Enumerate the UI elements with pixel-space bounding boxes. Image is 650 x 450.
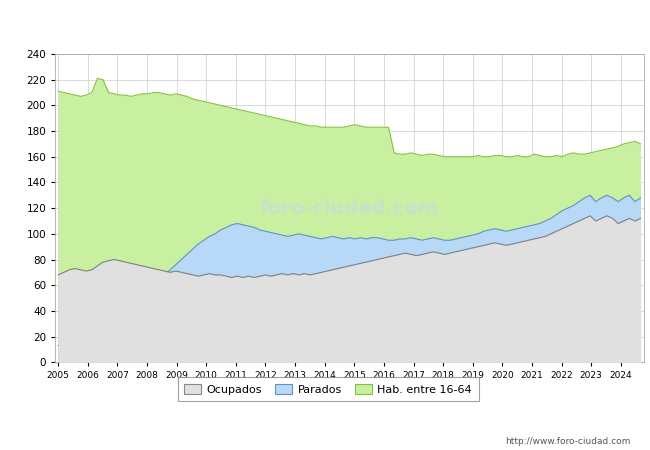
Text: http://www.foro-ciudad.com: http://www.foro-ciudad.com (505, 436, 630, 446)
Text: foro-ciudad.com: foro-ciudad.com (260, 198, 439, 218)
Text: Sarracín - Evolucion de la poblacion en edad de Trabajar Agosto de 2024: Sarracín - Evolucion de la poblacion en … (83, 17, 567, 30)
Legend: Ocupados, Parados, Hab. entre 16-64: Ocupados, Parados, Hab. entre 16-64 (177, 377, 479, 401)
